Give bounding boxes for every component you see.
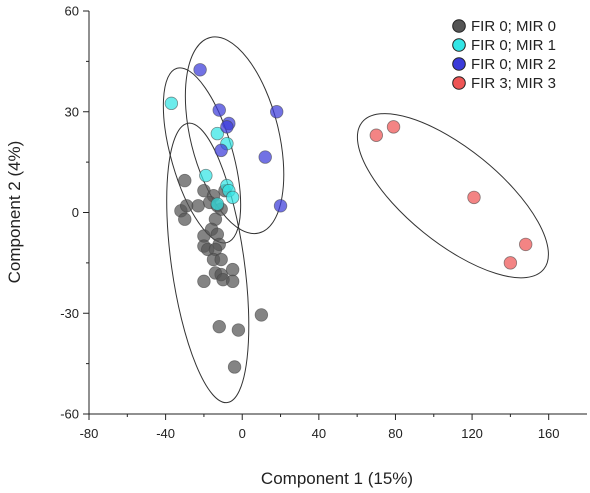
- data-point: [178, 173, 192, 188]
- legend-marker: [452, 76, 466, 90]
- y-tick-label: 30: [65, 104, 79, 119]
- data-point: [214, 143, 228, 158]
- data-point: [231, 323, 246, 337]
- axes: -80 -40 0 40 80 120 160 -60 -30 0 30 60: [60, 4, 587, 441]
- legend-marker: [452, 19, 466, 33]
- data-point: [193, 63, 207, 77]
- legend-label: FIR 3; MIR 3: [471, 75, 556, 92]
- x-axis-title: Component 1 (15%): [261, 469, 413, 488]
- y-tick-label: -30: [60, 306, 79, 321]
- data-point: [270, 105, 284, 119]
- group-ellipse: [356, 113, 549, 279]
- x-tick-label: 160: [538, 426, 560, 441]
- data-point: [178, 212, 192, 226]
- legend-label: FIR 0; MIR 2: [471, 56, 556, 73]
- group-ellipse: [166, 122, 250, 404]
- group-ellipse: [162, 67, 242, 244]
- legend-label: FIR 0; MIR 1: [471, 37, 556, 54]
- data-point: [386, 120, 401, 134]
- legend-marker: [452, 57, 466, 71]
- legend-marker: [452, 38, 466, 52]
- data-point: [225, 274, 240, 289]
- y-ticks: -60 -30 0 30 60: [60, 4, 89, 422]
- data-point: [210, 126, 225, 141]
- y-tick-label: -60: [60, 407, 79, 422]
- group-ellipse: [184, 36, 285, 235]
- data-point: [214, 252, 228, 267]
- data-point: [273, 199, 288, 213]
- legend: FIR 0; MIR 0 FIR 0; MIR 1 FIR 0; MIR 2 FIR …: [452, 18, 556, 92]
- y-tick-label: 0: [72, 205, 79, 220]
- data-point: [225, 190, 240, 205]
- y-tick-label: 60: [65, 4, 79, 19]
- x-tick-label: -80: [80, 426, 99, 441]
- x-tick-label: -40: [156, 426, 175, 441]
- data-point: [212, 319, 226, 334]
- data-point: [199, 168, 213, 183]
- data-point: [258, 150, 272, 164]
- data-point: [254, 308, 269, 322]
- x-tick-label: 80: [388, 426, 402, 441]
- data-point: [197, 274, 211, 289]
- x-tick-label: 0: [239, 426, 246, 441]
- data-point: [220, 120, 234, 134]
- data-point: [369, 128, 384, 142]
- x-tick-label: 120: [461, 426, 483, 441]
- confidence-ellipses: [162, 36, 549, 404]
- data-point: [164, 96, 179, 111]
- x-tick-label: 40: [312, 426, 326, 441]
- y-axis-title: Component 2 (4%): [5, 141, 24, 284]
- x-ticks: -80 -40 0 40 80 120 160: [80, 414, 560, 441]
- data-points: [164, 63, 533, 374]
- data-point: [212, 103, 226, 117]
- data-point: [227, 360, 242, 374]
- data-point: [225, 262, 240, 277]
- data-point: [179, 199, 194, 213]
- data-point: [503, 256, 518, 270]
- data-point: [210, 197, 225, 211]
- legend-label: FIR 0; MIR 0: [471, 18, 556, 35]
- data-point: [191, 199, 205, 213]
- data-point: [467, 190, 481, 205]
- data-point: [519, 237, 533, 252]
